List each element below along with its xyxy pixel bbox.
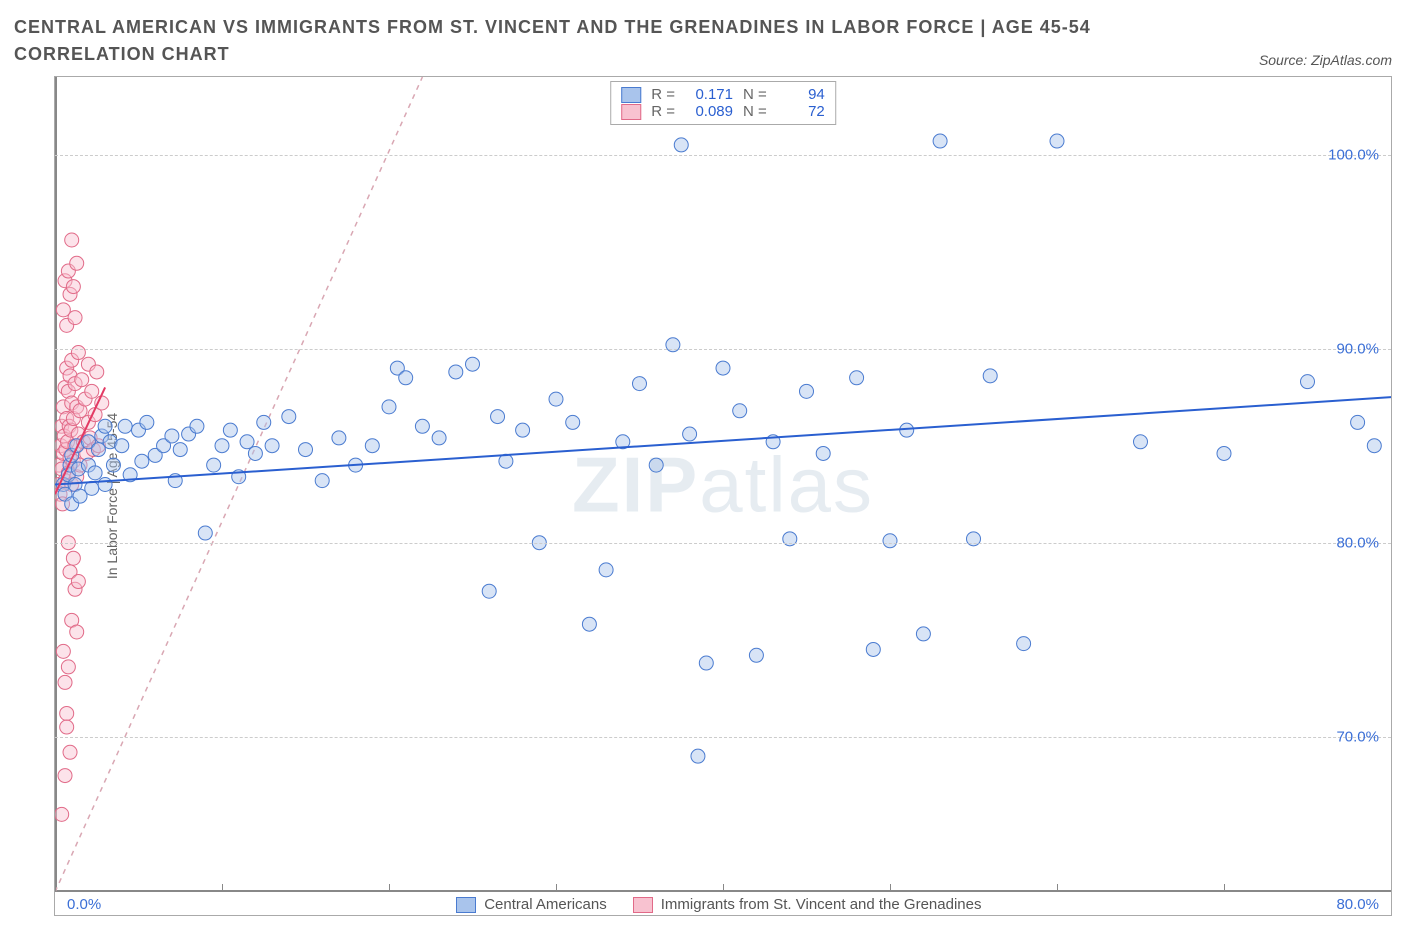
- grid-line: [55, 349, 1391, 350]
- legend-label-b: Immigrants from St. Vincent and the Gren…: [661, 896, 982, 913]
- y-tick-label: 90.0%: [1336, 340, 1379, 357]
- x-start-label: 0.0%: [67, 896, 101, 913]
- x-tick: [556, 884, 557, 892]
- plot-area: ZIPatlas R = 0.171 N = 94 R = 0.089 N = …: [55, 77, 1391, 892]
- legend-item-a: Central Americans: [456, 896, 607, 913]
- x-tick: [890, 884, 891, 892]
- x-tick: [1057, 884, 1058, 892]
- swatch-a-icon: [456, 897, 476, 913]
- bottom-legend: Central Americans Immigrants from St. Vi…: [456, 896, 981, 913]
- swatch-b: [621, 104, 641, 120]
- x-tick: [1224, 884, 1225, 892]
- grid-line: [55, 737, 1391, 738]
- grid-line: [55, 155, 1391, 156]
- y-tick-label: 100.0%: [1328, 146, 1379, 163]
- source-credit: Source: ZipAtlas.com: [1259, 52, 1392, 68]
- x-tick: [55, 884, 56, 892]
- title-bar: CENTRAL AMERICAN VS IMMIGRANTS FROM ST. …: [14, 14, 1392, 68]
- stats-row-b: R = 0.089 N = 72: [621, 103, 825, 120]
- stats-legend: R = 0.171 N = 94 R = 0.089 N = 72: [610, 81, 836, 125]
- plot-svg: [55, 77, 1391, 892]
- x-tick: [222, 884, 223, 892]
- x-tick: [389, 884, 390, 892]
- x-end-label: 80.0%: [1336, 896, 1379, 913]
- y-tick-label: 80.0%: [1336, 534, 1379, 551]
- y-tick-label: 70.0%: [1336, 728, 1379, 745]
- x-tick: [723, 884, 724, 892]
- legend-label-a: Central Americans: [484, 896, 607, 913]
- x-axis-row: 0.0% Central Americans Immigrants from S…: [55, 892, 1391, 915]
- swatch-a: [621, 87, 641, 103]
- swatch-b-icon: [633, 897, 653, 913]
- chart-frame: In Labor Force | Age 45-54 ZIPatlas R = …: [54, 76, 1392, 916]
- chart-title: CENTRAL AMERICAN VS IMMIGRANTS FROM ST. …: [14, 14, 1134, 68]
- grid-line: [55, 543, 1391, 544]
- stats-row-a: R = 0.171 N = 94: [621, 86, 825, 103]
- legend-item-b: Immigrants from St. Vincent and the Gren…: [633, 896, 982, 913]
